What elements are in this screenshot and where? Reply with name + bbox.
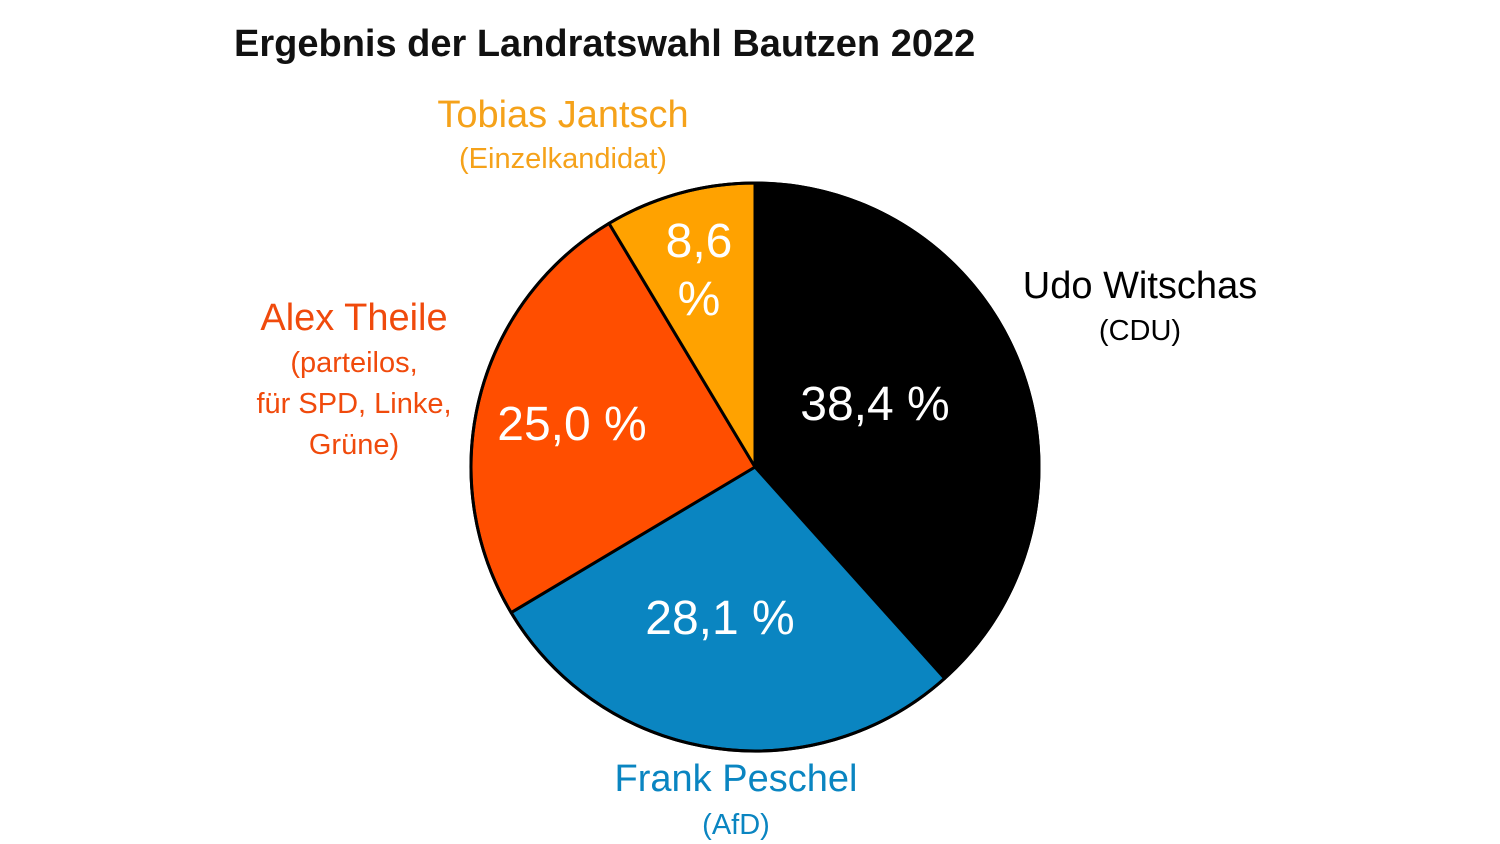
value-label-peschel: 28,1 % bbox=[645, 592, 794, 645]
value-label-theile: 25,0 % bbox=[497, 398, 646, 451]
candidate-party-jantsch: (Einzelkandidat) bbox=[459, 143, 667, 175]
pie-slices bbox=[469, 181, 1041, 753]
chart-title: Ergebnis der Landratswahl Bautzen 2022 bbox=[234, 23, 975, 65]
value-label-witschas: 38,4 % bbox=[800, 378, 949, 431]
candidate-party-theile: (parteilos, für SPD, Linke, Grüne) bbox=[256, 347, 451, 461]
pie-candidate-labels: Udo Witschas (CDU) Frank Peschel (AfD) Alex … bbox=[256, 94, 1257, 841]
candidate-name-theile: Alex Theile bbox=[260, 297, 447, 339]
value-label-jantsch: 8,6% bbox=[666, 215, 733, 326]
candidate-name-witschas: Udo Witschas bbox=[1023, 265, 1257, 307]
pie-outline bbox=[469, 181, 1041, 753]
candidate-name-jantsch: Tobias Jantsch bbox=[437, 94, 688, 136]
candidate-party-witschas: (CDU) bbox=[1099, 315, 1181, 347]
candidate-name-peschel: Frank Peschel bbox=[615, 758, 858, 800]
candidate-party-peschel: (AfD) bbox=[702, 809, 770, 841]
pie-value-labels: 38,4 % 28,1 % 25,0 % 8,6% bbox=[497, 215, 949, 645]
